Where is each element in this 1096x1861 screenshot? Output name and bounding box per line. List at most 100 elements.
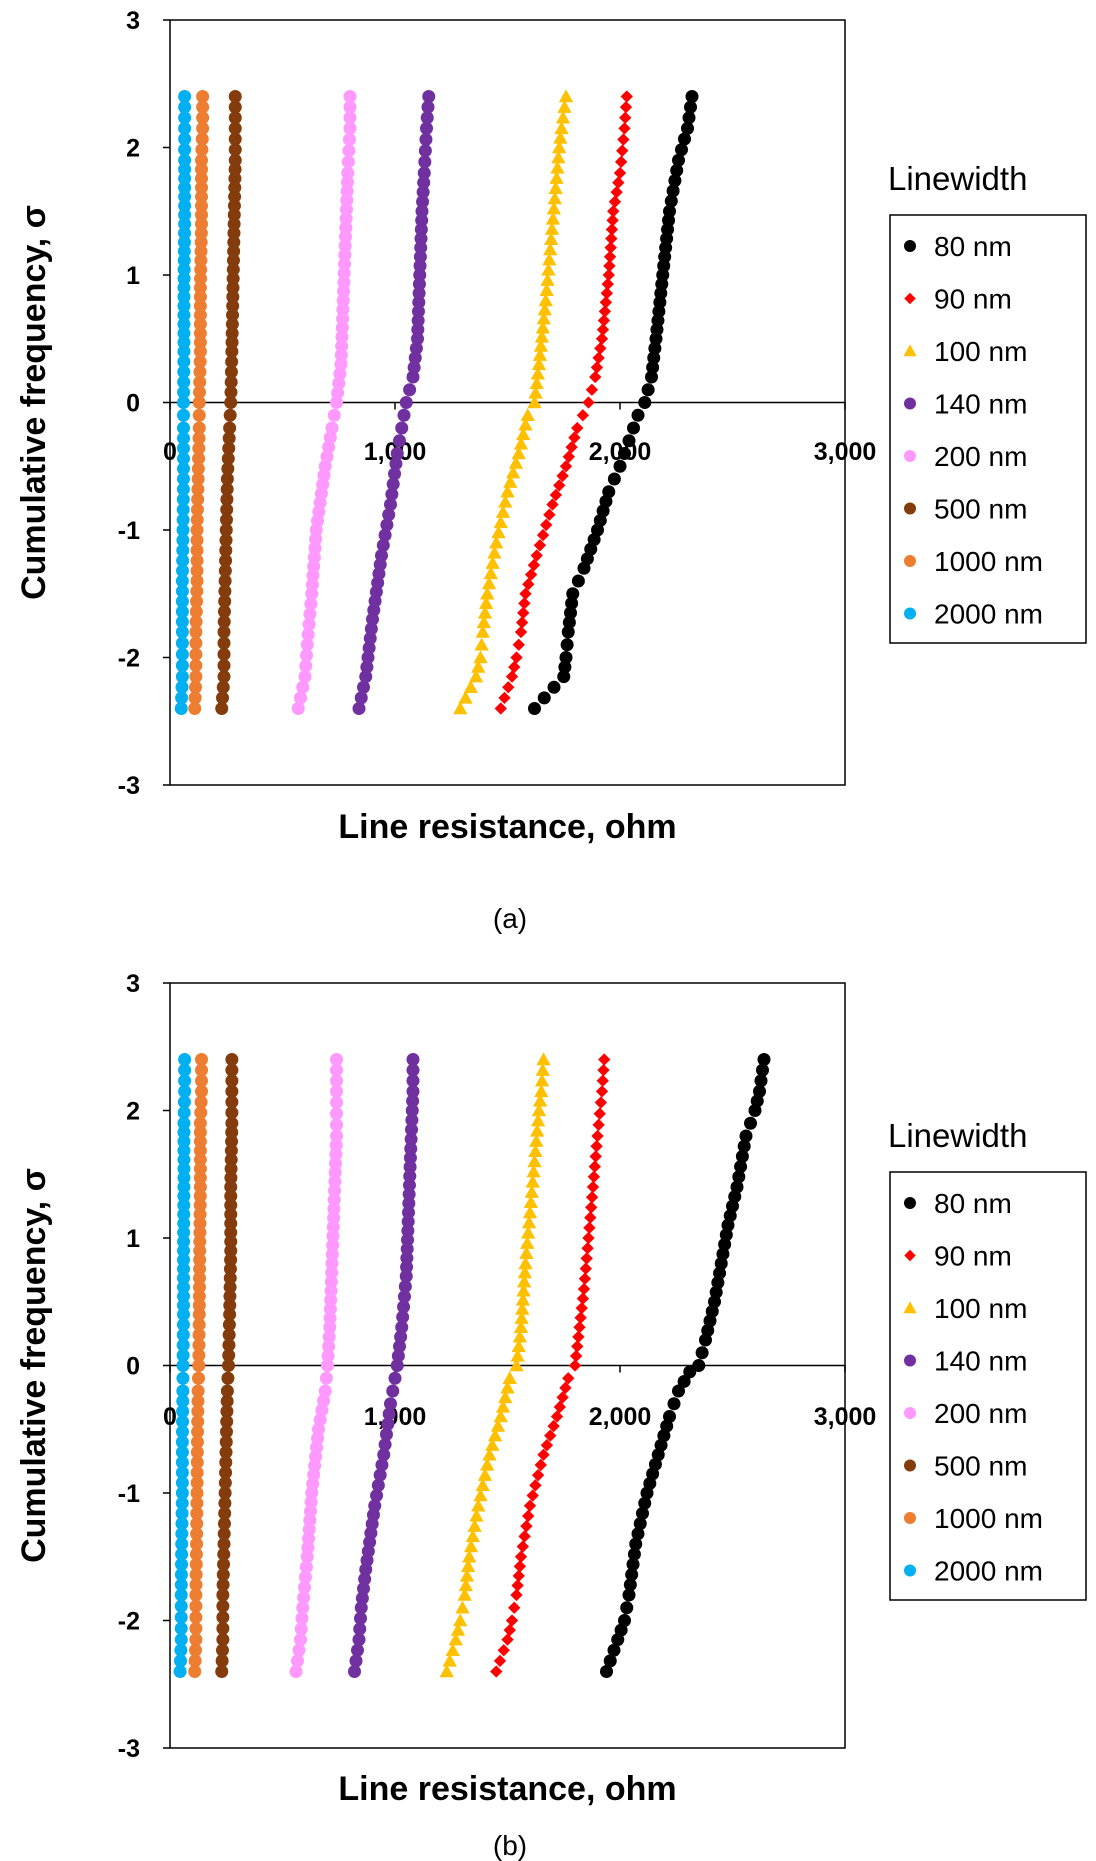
data-point-fill: [217, 647, 231, 661]
data-point-fill: [225, 1063, 239, 1077]
data-point: [505, 1614, 519, 1627]
data-point-fill: [224, 375, 238, 389]
data-point: [219, 1435, 233, 1449]
x-tick-label: 2,000: [589, 1403, 652, 1431]
data-point-fill: [189, 1599, 203, 1613]
data-point: [174, 1633, 188, 1647]
data-point-fill: [177, 1106, 191, 1120]
data-point: [708, 1295, 721, 1309]
data-point-fill: [226, 253, 240, 267]
data-point-fill: [534, 1073, 550, 1087]
data-point-fill: [189, 1547, 203, 1561]
data-point-fill: [336, 303, 350, 317]
data-point-fill: [529, 1133, 544, 1147]
data-point-fill: [592, 351, 605, 365]
data-point-fill: [666, 184, 680, 198]
data-point-fill: [601, 277, 614, 291]
y-axis-title: Cumulative frequency, σ: [15, 1168, 53, 1563]
data-point: [402, 1206, 415, 1219]
data-point-fill: [406, 1074, 420, 1088]
data-point-fill: [598, 305, 612, 318]
data-point-fill: [177, 1298, 190, 1312]
data-point: [225, 1053, 239, 1066]
data-point-fill: [224, 1144, 238, 1158]
data-point-fill: [176, 1348, 190, 1362]
y-tick-label: -2: [118, 1608, 140, 1636]
data-point-fill: [522, 1509, 535, 1523]
data-point: [175, 1435, 189, 1449]
data-point-fill: [222, 1338, 236, 1352]
y-tick-label: 1: [126, 1225, 140, 1253]
data-point-fill: [599, 296, 613, 309]
data-point: [528, 702, 541, 715]
data-point-fill: [224, 1189, 238, 1203]
data-point-fill: [194, 1106, 208, 1120]
data-point-fill: [571, 1340, 584, 1353]
data-point-fill: [590, 1140, 603, 1153]
data-point-fill: [303, 607, 317, 621]
data-point-fill: [375, 1458, 389, 1472]
data-point-fill: [626, 1557, 640, 1571]
data-point-fill: [540, 272, 555, 286]
data-point-fill: [175, 1476, 189, 1490]
data-point: [216, 1633, 230, 1647]
data-point-fill: [216, 691, 229, 705]
data-point-fill: [512, 1569, 525, 1583]
data-point: [228, 90, 242, 103]
data-point-fill: [487, 545, 502, 559]
data-point-fill: [408, 351, 422, 365]
data-point-fill: [220, 1404, 234, 1418]
data-point-fill: [176, 1394, 190, 1408]
data-point-fill: [460, 1559, 476, 1573]
data-point-fill: [476, 615, 492, 629]
data-point-fill: [338, 257, 352, 271]
data-point: [422, 90, 436, 103]
data-point-fill: [419, 133, 433, 147]
data-point-fill: [175, 658, 189, 672]
data-point-fill: [194, 1095, 208, 1109]
data-point: [384, 498, 397, 511]
data-point: [192, 1308, 206, 1321]
data-point-fill: [192, 1328, 206, 1342]
data-point-fill: [343, 111, 357, 125]
data-point-fill: [216, 680, 230, 694]
data-point-fill: [539, 283, 554, 297]
data-point-fill: [190, 1476, 204, 1490]
data-point-fill: [193, 1216, 207, 1230]
data-point-fill: [224, 1198, 238, 1212]
data-point-fill: [177, 1262, 190, 1276]
data-point-fill: [537, 691, 551, 705]
data-point-fill: [194, 226, 208, 240]
data-point: [582, 1231, 595, 1245]
data-point-fill: [737, 1139, 751, 1153]
data-point: [178, 1053, 192, 1066]
data-point: [224, 1244, 238, 1258]
data-point-fill: [175, 1466, 189, 1480]
data-point-fill: [176, 1318, 190, 1332]
data-point-fill: [526, 1489, 539, 1502]
data-point: [527, 395, 542, 409]
data-point-fill: [331, 386, 345, 400]
data-point-fill: [177, 1280, 190, 1294]
data-point-fill: [175, 1506, 189, 1520]
data-point-fill: [547, 680, 561, 694]
data-point-fill: [518, 597, 531, 610]
data-point-fill: [474, 637, 489, 651]
data-point-fill: [477, 605, 493, 619]
data-point: [620, 90, 633, 103]
data-point-fill: [323, 431, 337, 445]
data-point-fill: [195, 143, 209, 157]
data-point-fill: [594, 1096, 608, 1109]
data-point-fill: [568, 431, 581, 444]
data-point-fill: [189, 647, 203, 661]
y-tick-label: -3: [118, 1735, 140, 1763]
data-point-fill: [398, 1279, 412, 1293]
data-point: [190, 1537, 204, 1551]
data-point-fill: [193, 1262, 207, 1276]
data-point-fill: [338, 239, 352, 253]
data-point-fill: [328, 1175, 342, 1189]
data-point-fill: [296, 680, 310, 694]
data-point-fill: [513, 1560, 527, 1573]
data-point-fill: [329, 1147, 343, 1161]
